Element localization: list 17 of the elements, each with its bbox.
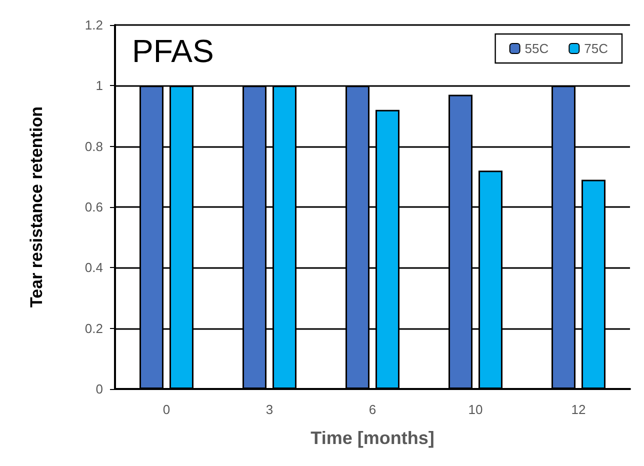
legend-label: 75C <box>584 41 608 56</box>
x-tick-label: 3 <box>266 402 274 417</box>
x-tick-label: 6 <box>368 402 376 417</box>
y-tick-label: 1 <box>96 78 103 94</box>
y-tick-label: 0 <box>96 382 103 396</box>
y-tick-label: 0.6 <box>84 200 103 214</box>
x-axis-title: Time [months] <box>310 428 434 448</box>
y-axis-title: Tear resistance retention <box>27 106 46 308</box>
y-tick-label: 0.8 <box>84 138 103 154</box>
y-tick-label: 0.2 <box>84 320 103 336</box>
x-tick-label: 12 <box>571 402 586 417</box>
chart-title: PFAS <box>132 33 214 69</box>
legend-label: 55C <box>524 41 549 56</box>
y-tick-label: 1.2 <box>84 18 103 32</box>
x-tick-label: 0 <box>162 402 170 417</box>
x-tick-label: 10 <box>468 402 483 417</box>
y-tick-label: 0.4 <box>84 260 103 276</box>
